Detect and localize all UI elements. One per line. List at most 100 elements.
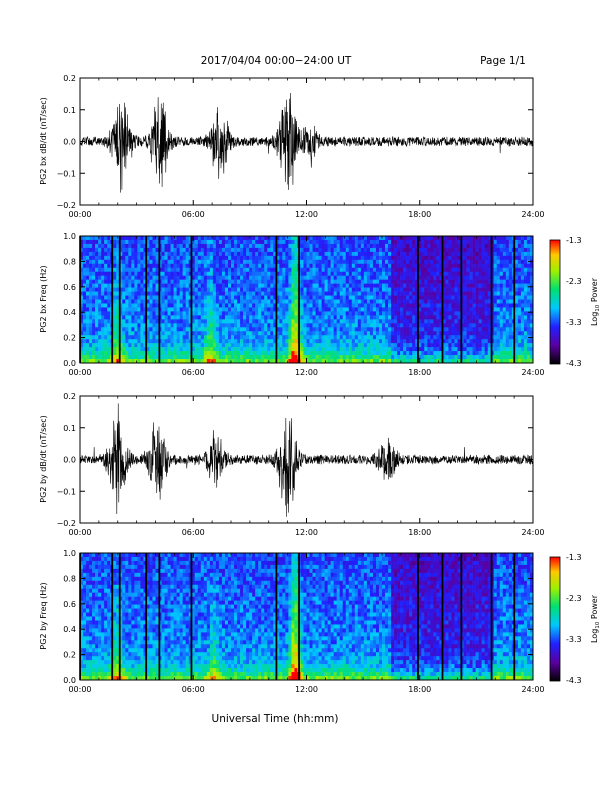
heatmap-cell [421,283,425,288]
heatmap-cell [508,355,513,360]
heatmap-cell [463,347,467,352]
heatmap-cell [484,351,488,356]
heatmap-cell [179,303,183,308]
heatmap-cell [339,331,344,336]
heatmap-cell [137,335,141,340]
heatmap-cell [366,335,371,340]
heatmap-cell [442,323,446,328]
heatmap-cell [406,303,410,308]
heatmap-cell [197,315,202,320]
heatmap-cell [382,255,386,261]
heatmap-cell [348,339,353,344]
heatmap-cell [478,255,482,261]
heatmap-cell [95,287,99,292]
heatmap-cell [234,259,238,265]
heatmap-cell [285,295,289,300]
heatmap-cell [258,291,262,296]
heatmap-cell [442,343,446,348]
heatmap-cell [140,299,144,304]
heatmap-cell [83,339,87,344]
heatmap-cell [131,343,135,348]
heatmap-cell [508,319,513,324]
heatmap-cell [421,339,425,344]
heatmap-cell [412,283,416,288]
heatmap-cell [249,251,253,257]
heatmap-cell [155,331,159,336]
heatmap-cell [529,287,534,292]
heatmap-cell [240,295,244,300]
heatmap-cell [170,299,174,304]
heatmap-cell [375,263,380,269]
heatmap-cell [227,263,232,269]
heatmap-cell [526,327,531,332]
heatmap-cell [505,255,510,261]
heatmap-cell [466,315,470,320]
heatmap-cell [261,291,265,296]
heatmap-cell [300,355,304,360]
heatmap-cell [143,299,147,304]
heatmap-cell [86,259,90,265]
heatmap-cell [397,303,401,308]
heatmap-cell [164,295,168,300]
heatmap-cell [451,351,455,356]
heatmap-cell [131,271,135,276]
heatmap-cell [194,267,199,273]
heatmap-cell [378,299,383,304]
heatmap-cell [231,299,235,304]
heatmap-cell [95,236,99,241]
heatmap-cell [215,295,220,300]
heatmap-cell [125,307,129,312]
heatmap-cell [424,355,428,360]
heatmap-cell [243,347,247,352]
heatmap-cell [336,355,341,360]
heatmap-cell [351,339,356,344]
heatmap-cell [131,283,135,288]
heatmap-cell [146,259,150,265]
heatmap-cell [345,315,350,320]
data-gap-line [417,236,419,363]
heatmap-cell [137,295,141,300]
heatmap-cell [360,323,365,328]
heatmap-cell [372,263,377,269]
heatmap-cell [514,315,519,320]
heatmap-cell [360,263,365,269]
heatmap-cell [224,315,229,320]
heatmap-cell [330,295,334,300]
heatmap-cell [436,283,440,288]
heatmap-cell [345,271,350,276]
heatmap-cell [442,351,446,356]
heatmap-cell [285,259,289,265]
heatmap-cell [484,259,488,265]
heatmap-cell [125,327,129,332]
heatmap-cell [164,335,168,340]
heatmap-cell [137,291,141,296]
heatmap-cell [523,323,528,328]
heatmap-cell [185,275,190,280]
heatmap-cell [409,331,413,336]
heatmap-cell [336,275,341,280]
heatmap-cell [508,299,513,304]
heatmap-cell [185,283,190,288]
heatmap-cell [345,347,350,352]
heatmap-cell [249,279,253,284]
heatmap-cell [363,327,368,332]
heatmap-cell [125,287,129,292]
heatmap-cell [243,283,247,288]
heatmap-cell [209,311,214,316]
heatmap-cell [200,351,205,356]
heatmap-cell [463,319,467,324]
heatmap-cell [412,347,416,352]
heatmap-cell [224,351,229,356]
heatmap-cell [517,255,522,261]
heatmap-cell [445,295,449,300]
heatmap-cell [448,259,452,265]
heatmap-cell [140,251,144,257]
heatmap-cell [161,335,165,340]
heatmap-cell [264,236,268,241]
heatmap-cell [433,251,437,257]
heatmap-cell [484,343,488,348]
heatmap-cell [378,307,383,312]
heatmap-cell [221,359,226,364]
heatmap-cell [197,259,202,265]
heatmap-cell [113,255,117,261]
